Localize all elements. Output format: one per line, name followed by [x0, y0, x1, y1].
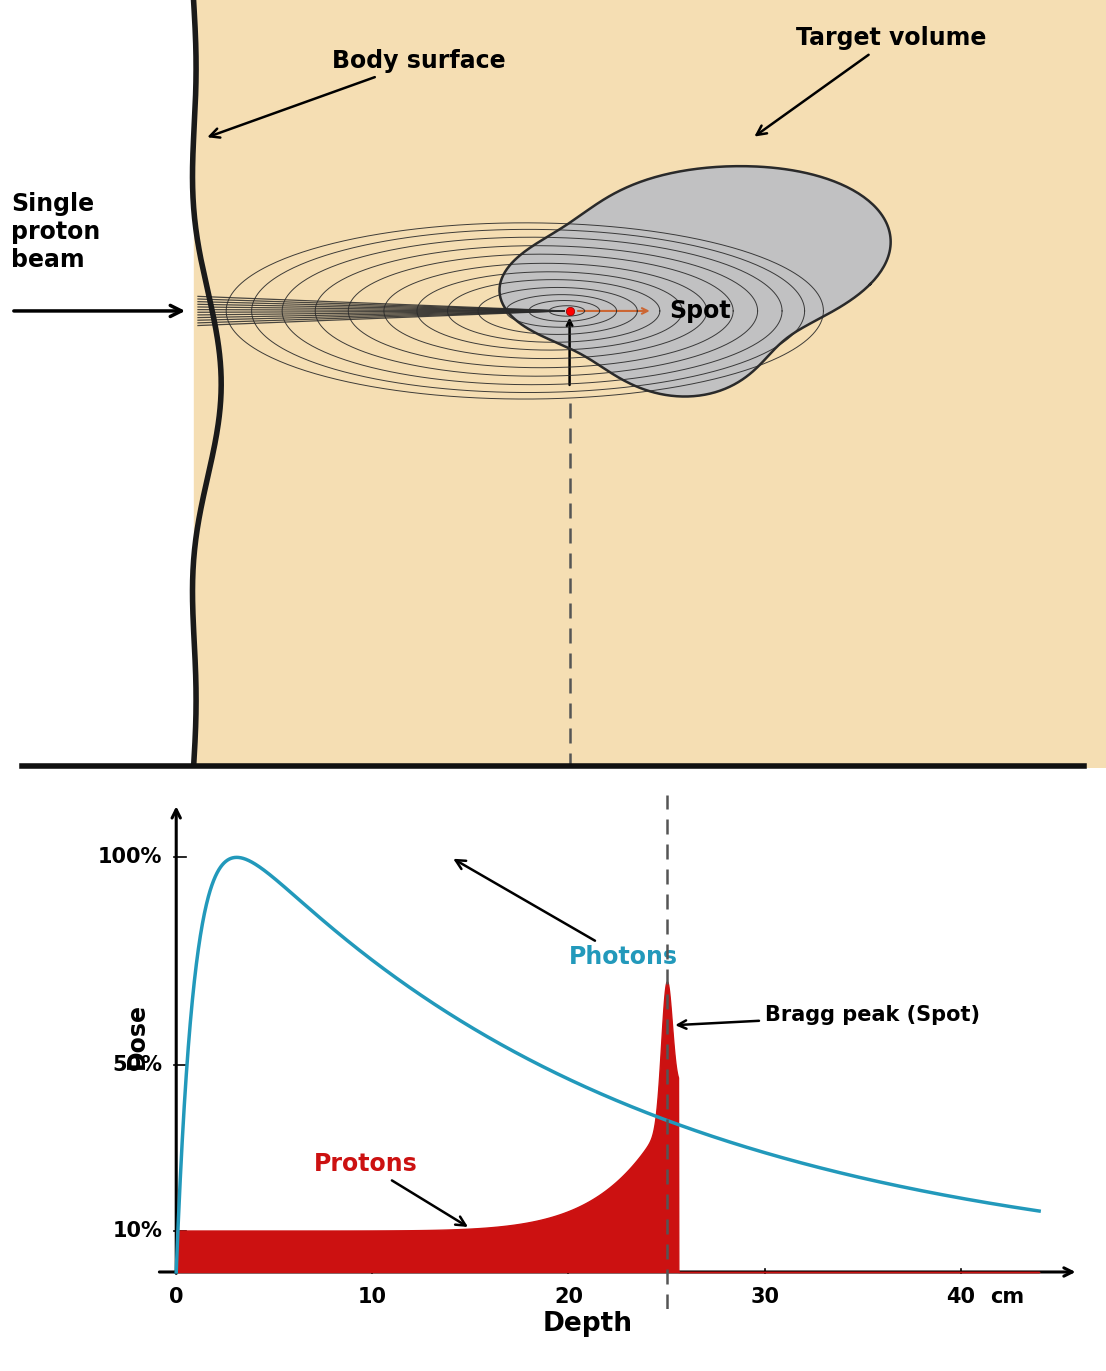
- Text: 10: 10: [358, 1286, 387, 1307]
- Text: Photons: Photons: [456, 860, 678, 969]
- Text: Dose: Dose: [125, 1002, 149, 1068]
- Polygon shape: [194, 0, 1106, 768]
- Text: Single
proton
beam: Single proton beam: [11, 192, 101, 271]
- Text: 20: 20: [554, 1286, 583, 1307]
- Text: 100%: 100%: [98, 847, 163, 868]
- Text: Bragg peak (Spot): Bragg peak (Spot): [678, 1005, 980, 1028]
- Text: 50%: 50%: [113, 1054, 163, 1075]
- Text: Depth: Depth: [543, 1312, 633, 1337]
- Polygon shape: [500, 166, 890, 396]
- Text: 40: 40: [946, 1286, 975, 1307]
- Text: Body surface: Body surface: [210, 49, 505, 137]
- Text: 10%: 10%: [113, 1220, 163, 1241]
- Text: Spot: Spot: [669, 299, 731, 324]
- Text: Protons: Protons: [313, 1152, 466, 1226]
- Text: 30: 30: [750, 1286, 779, 1307]
- Text: 0: 0: [169, 1286, 184, 1307]
- Text: Target volume: Target volume: [757, 26, 987, 134]
- Text: cm: cm: [990, 1286, 1024, 1307]
